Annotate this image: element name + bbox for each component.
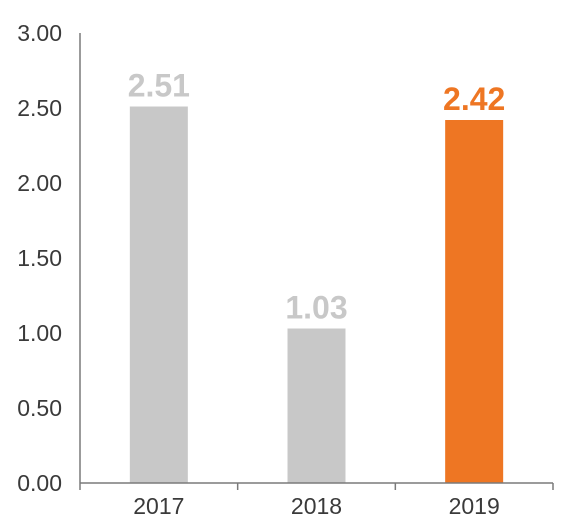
x-axis: 2017 2018 2019 (79, 482, 554, 517)
x-tick-label-2019: 2019 (449, 493, 500, 517)
y-tick-label: 0.00 (17, 470, 62, 496)
x-tick-label-2017: 2017 (133, 493, 184, 517)
y-tick-label: 2.50 (17, 95, 62, 121)
data-label-2017: 2.51 (128, 68, 190, 104)
y-tick-label: 1.50 (17, 245, 62, 271)
bars: 2.51 1.03 2.42 (128, 68, 505, 483)
data-label-2018: 1.03 (285, 290, 347, 326)
data-label-2019: 2.42 (443, 81, 505, 117)
x-tick-label-2018: 2018 (291, 493, 342, 517)
y-axis: 0.00 0.50 1.00 1.50 2.00 2.50 3.00 (17, 20, 81, 496)
bar-2017 (129, 106, 188, 483)
y-tick-label: 3.00 (17, 20, 62, 46)
bar-2018 (287, 328, 346, 483)
bar-2019 (445, 120, 504, 483)
y-tick-label: 1.00 (17, 320, 62, 346)
y-tick-label: 0.50 (17, 395, 62, 421)
y-tick-label: 2.00 (17, 170, 62, 196)
